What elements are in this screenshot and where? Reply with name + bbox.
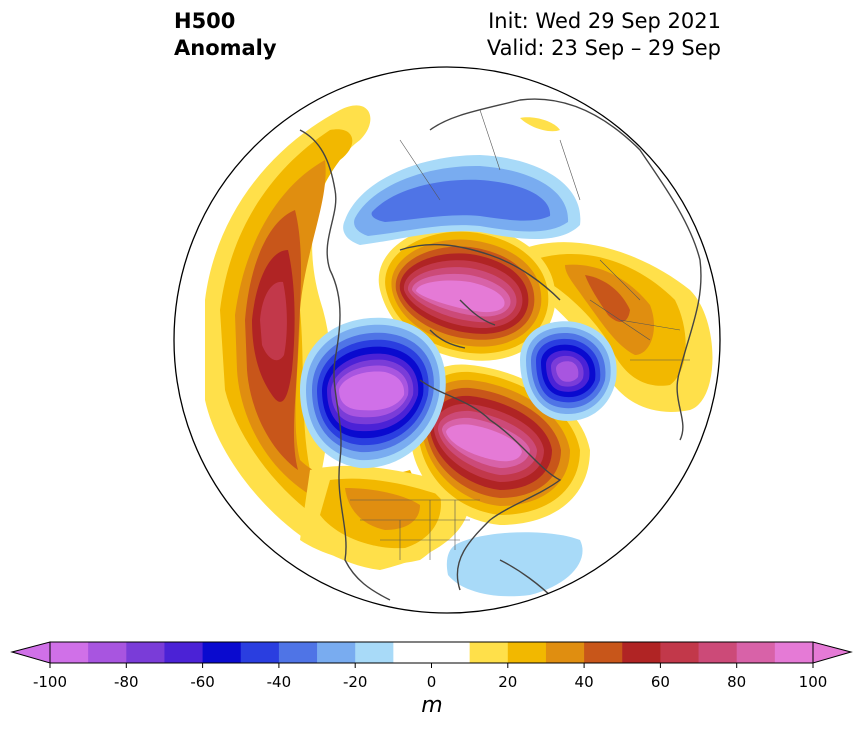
anomaly-fills bbox=[205, 98, 713, 601]
trough-europe bbox=[520, 321, 617, 421]
ridge-pacific bbox=[205, 105, 472, 571]
colorbar-tick-label: 80 bbox=[727, 673, 747, 691]
colorbar-cell bbox=[584, 642, 623, 663]
colorbar-cell bbox=[545, 642, 585, 663]
colorbar-tick-label: 40 bbox=[574, 673, 594, 691]
colorbar-cell bbox=[88, 642, 127, 663]
colorbar-cell bbox=[317, 642, 356, 663]
colorbar-cell bbox=[355, 642, 394, 663]
map-date-info: Init: Wed 29 Sep 2021 Valid: 23 Sep – 29… bbox=[487, 8, 721, 62]
colorbar-tick-label: -80 bbox=[114, 673, 139, 691]
colorbar-tick-label: 0 bbox=[426, 673, 437, 691]
colorbar-cell bbox=[202, 642, 242, 663]
colorbar-tick-label: -60 bbox=[190, 673, 215, 691]
colorbar-tick-label: -40 bbox=[266, 673, 292, 691]
political-borders bbox=[350, 109, 690, 560]
colorbar-cell bbox=[126, 642, 165, 663]
colorbar-cell bbox=[507, 642, 547, 663]
colorbar-cell bbox=[698, 642, 738, 663]
trough-siberia bbox=[343, 155, 581, 245]
title-variable: H500 bbox=[174, 9, 236, 33]
colorbar-cells bbox=[50, 642, 814, 663]
init-time: Init: Wed 29 Sep 2021 bbox=[488, 9, 721, 33]
colorbar-cell bbox=[240, 642, 280, 663]
colorbar-extend-low bbox=[10, 641, 51, 664]
arctic-yellow-patch bbox=[520, 117, 560, 132]
ridge-atlantic bbox=[300, 465, 455, 564]
colorbar-ticks bbox=[49, 663, 814, 668]
trough-eastern-us bbox=[446, 532, 583, 597]
valid-period: Valid: 23 Sep – 29 Sep bbox=[486, 36, 721, 60]
colorbar-cell bbox=[660, 642, 700, 663]
polar-map bbox=[173, 66, 721, 614]
colorbar-tick-label: 100 bbox=[798, 673, 828, 691]
colorbar-cell bbox=[622, 642, 661, 663]
colorbar-tick-label: 20 bbox=[498, 673, 518, 691]
colorbar-tick-label: -100 bbox=[32, 673, 68, 691]
colorbar-tick-label: -20 bbox=[342, 673, 368, 691]
colorbar-unit: m bbox=[421, 693, 443, 718]
colorbar-cell bbox=[469, 642, 509, 663]
map-boundary bbox=[173, 66, 721, 614]
ridge-canada bbox=[408, 364, 590, 525]
colorbar-extend-high bbox=[812, 641, 853, 664]
coastlines bbox=[299, 98, 702, 601]
ridge-arctic bbox=[378, 224, 556, 361]
ridge-asia bbox=[520, 242, 713, 412]
colorbar-cell bbox=[774, 642, 814, 663]
map-title: H500 Anomaly bbox=[174, 8, 277, 62]
colorbar-cell bbox=[393, 642, 432, 663]
colorbar-cell bbox=[278, 642, 318, 663]
colorbar-cell bbox=[431, 642, 471, 663]
colorbar-cell bbox=[736, 642, 776, 663]
colorbar-cell bbox=[164, 642, 204, 663]
title-type: Anomaly bbox=[174, 36, 277, 60]
colorbar-cell bbox=[50, 642, 89, 663]
colorbar-tick-label: 60 bbox=[650, 673, 670, 691]
